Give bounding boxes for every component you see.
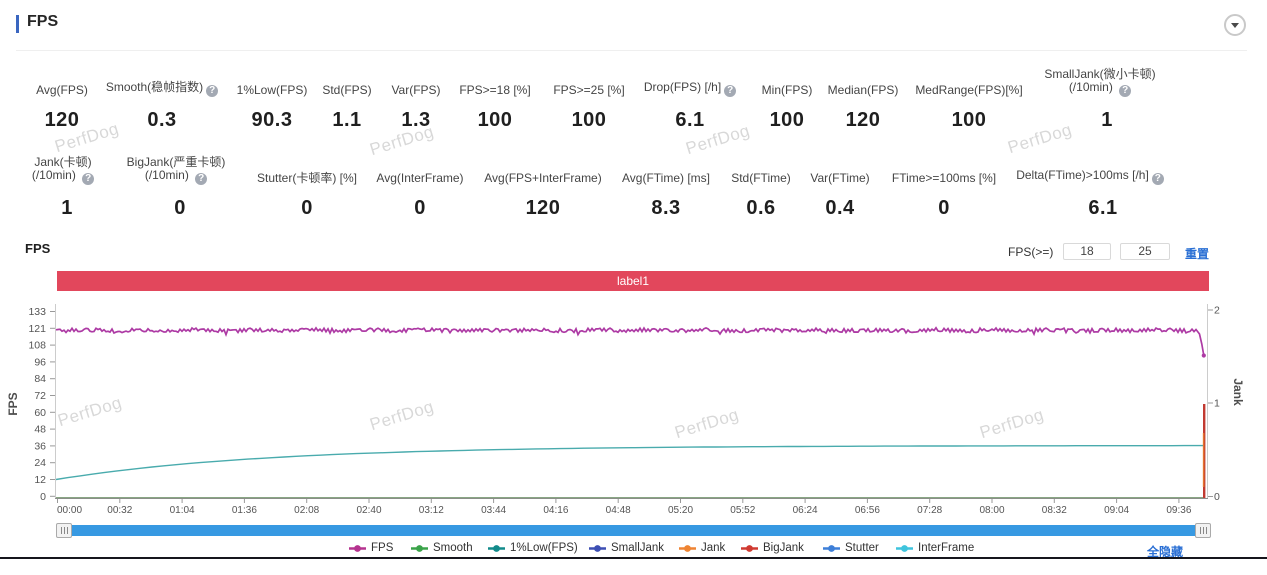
svg-text:1: 1: [1214, 398, 1220, 410]
svg-text:12: 12: [34, 474, 46, 486]
svg-text:04:16: 04:16: [543, 505, 568, 516]
svg-text:00:00: 00:00: [57, 505, 82, 516]
svg-text:05:52: 05:52: [730, 505, 755, 516]
svg-text:05:20: 05:20: [668, 505, 693, 516]
svg-text:60: 60: [34, 407, 46, 419]
svg-text:00:32: 00:32: [107, 505, 132, 516]
svg-text:07:28: 07:28: [917, 505, 942, 516]
svg-text:01:36: 01:36: [232, 505, 257, 516]
svg-text:FPS: FPS: [6, 392, 20, 415]
svg-text:24: 24: [34, 457, 46, 469]
svg-text:02:08: 02:08: [294, 505, 319, 516]
svg-text:03:12: 03:12: [419, 505, 444, 516]
svg-text:06:56: 06:56: [855, 505, 880, 516]
svg-text:108: 108: [28, 340, 46, 352]
svg-text:09:36: 09:36: [1166, 505, 1191, 516]
svg-text:0: 0: [40, 491, 46, 503]
svg-text:48: 48: [34, 424, 46, 436]
svg-text:121: 121: [28, 323, 46, 335]
svg-text:36: 36: [34, 440, 46, 452]
svg-text:02:40: 02:40: [356, 505, 381, 516]
svg-text:0: 0: [1214, 491, 1220, 503]
svg-text:133: 133: [28, 306, 46, 318]
svg-text:01:04: 01:04: [170, 505, 195, 516]
svg-text:Jank: Jank: [1231, 378, 1245, 406]
svg-text:09:04: 09:04: [1104, 505, 1129, 516]
svg-text:84: 84: [34, 373, 46, 385]
svg-text:03:44: 03:44: [481, 505, 506, 516]
svg-text:06:24: 06:24: [793, 505, 818, 516]
svg-text:04:48: 04:48: [606, 505, 631, 516]
svg-text:72: 72: [34, 390, 46, 402]
svg-text:96: 96: [34, 356, 46, 368]
svg-text:2: 2: [1214, 305, 1220, 317]
svg-text:08:00: 08:00: [979, 505, 1004, 516]
svg-text:08:32: 08:32: [1042, 505, 1067, 516]
